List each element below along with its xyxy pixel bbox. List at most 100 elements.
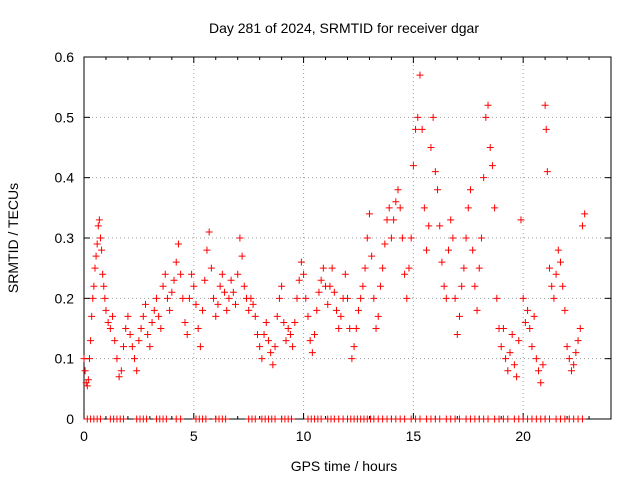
data-point (170, 276, 178, 284)
data-point (280, 318, 288, 326)
data-point (554, 246, 562, 254)
data-point (504, 415, 512, 423)
data-point (262, 318, 270, 326)
data-point (300, 270, 308, 278)
data-point (304, 312, 312, 320)
data-point (286, 331, 294, 339)
data-point (510, 361, 518, 369)
data-point (354, 306, 362, 314)
data-point (306, 337, 314, 345)
data-point (163, 294, 171, 302)
data-point (449, 234, 457, 242)
data-point (181, 318, 189, 326)
data-point (297, 258, 305, 266)
data-point (326, 282, 334, 290)
data-point (374, 312, 382, 320)
data-point (427, 144, 435, 151)
data-point (491, 204, 499, 212)
data-point (131, 355, 139, 363)
data-point (352, 325, 360, 332)
data-point (528, 343, 536, 351)
data-point (416, 71, 424, 79)
data-point (81, 367, 89, 375)
data-point (115, 373, 123, 381)
data-point (556, 258, 564, 266)
data-point (423, 246, 431, 254)
data-point (357, 294, 365, 302)
y-tick-label: 0.1 (55, 351, 75, 367)
data-point (162, 415, 170, 423)
data-point (96, 234, 104, 242)
data-point (216, 282, 224, 290)
data-point (251, 415, 259, 423)
data-point (177, 270, 185, 278)
data-point (462, 234, 470, 242)
data-point (436, 222, 444, 230)
data-point (271, 415, 279, 423)
data-point (120, 415, 128, 423)
y-tick-label: 0.6 (55, 49, 75, 65)
data-point (218, 270, 226, 278)
data-point (102, 306, 110, 314)
data-point (524, 306, 532, 314)
data-point (88, 312, 96, 320)
data-point (370, 294, 378, 302)
data-point (260, 331, 268, 339)
data-point (559, 282, 567, 290)
data-point (493, 294, 501, 302)
axis-ticks: 0 5 10 15 20 0 0.1 0.2 0.3 0.4 0.5 0.6 (55, 49, 612, 444)
data-point (126, 331, 134, 339)
data-point (453, 331, 461, 339)
data-point (111, 337, 119, 345)
data-point (541, 101, 549, 109)
data-point (120, 343, 128, 351)
data-point (251, 312, 259, 320)
x-tick-label: 5 (190, 428, 198, 444)
data-point (436, 415, 444, 423)
data-point (390, 216, 398, 224)
data-point (451, 294, 459, 302)
data-point (234, 270, 242, 278)
x-tick-label: 0 (80, 428, 88, 444)
data-point (330, 288, 338, 296)
data-point (563, 343, 571, 351)
data-point (385, 204, 393, 212)
data-point (506, 349, 514, 357)
data-point (214, 300, 222, 308)
data-point (247, 294, 255, 302)
data-point (359, 282, 367, 290)
data-point (546, 415, 554, 423)
data-point (135, 337, 143, 345)
data-point (161, 270, 169, 278)
data-point (368, 252, 376, 260)
data-point (425, 222, 433, 230)
data-point (93, 240, 101, 248)
y-axis-label: SRMTID / TECUs (5, 183, 21, 293)
data-point (159, 282, 167, 290)
data-point (387, 234, 395, 242)
data-point (232, 300, 240, 308)
data-point (317, 415, 325, 423)
data-point (92, 252, 100, 260)
data-point (396, 204, 404, 212)
data-point (319, 264, 327, 272)
data-point (513, 373, 521, 381)
data-point (526, 325, 534, 332)
data-point (341, 270, 349, 278)
data-point (484, 101, 492, 109)
data-point (508, 331, 516, 339)
data-point (521, 318, 529, 326)
data-point (293, 294, 301, 302)
data-point (350, 343, 358, 351)
data-point (315, 288, 323, 296)
data-point (172, 258, 180, 266)
data-point (394, 186, 402, 194)
data-point (311, 331, 319, 339)
data-point (543, 168, 551, 176)
data-point (578, 222, 586, 230)
data-point (256, 343, 264, 351)
x-axis-label: GPS time / hours (291, 458, 398, 474)
data-point (104, 318, 112, 326)
data-point (282, 337, 290, 345)
data-point (124, 312, 132, 320)
